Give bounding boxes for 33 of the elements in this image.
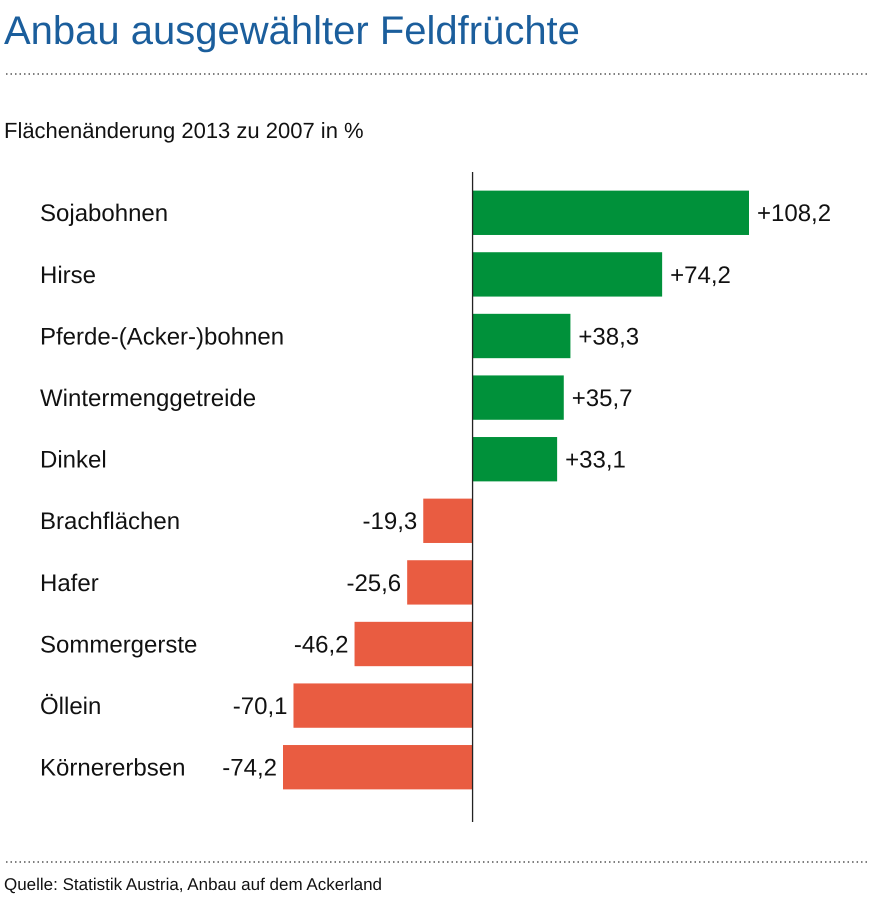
- y-tick-label: Sojabohnen: [40, 200, 168, 228]
- data-label: -70,1: [232, 693, 288, 720]
- chart-subtitle: Flächenänderung 2013 zu 2007 in %: [4, 118, 364, 143]
- bar: [472, 314, 570, 358]
- bar: [472, 437, 558, 482]
- chart-title: Anbau ausgewählter Feldfrüchte: [4, 9, 580, 53]
- y-tick-label: Dinkel: [40, 446, 107, 474]
- data-label: +74,2: [670, 262, 731, 289]
- bar: [354, 622, 473, 666]
- data-label: -19,3: [362, 508, 418, 536]
- y-tick-label: Hafer: [40, 570, 99, 597]
- bar: [423, 498, 473, 543]
- data-label: -25,6: [346, 570, 402, 597]
- bar: [283, 745, 473, 790]
- data-label: -46,2: [294, 631, 349, 658]
- bar: [407, 560, 473, 605]
- source-note: Quelle: Statistik Austria, Anbau auf dem Ackerland: [4, 875, 382, 894]
- y-tick-label: Öllein: [40, 693, 102, 720]
- data-label: +38,3: [578, 323, 640, 350]
- y-tick-label: Hirse: [40, 262, 96, 289]
- data-label: +35,7: [572, 385, 633, 412]
- bar: [472, 190, 749, 235]
- y-tick-label: Pferde-(Acker-)bohnen: [40, 323, 284, 350]
- y-tick-label: Wintermenggetreide: [40, 385, 256, 412]
- y-tick-label: Körnererbsen: [40, 754, 186, 782]
- data-label: +33,1: [565, 446, 626, 474]
- data-label: -74,2: [222, 754, 277, 782]
- y-tick-label: Sommergerste: [40, 631, 198, 658]
- bar: [472, 375, 564, 420]
- bar: [472, 252, 662, 297]
- y-tick-label: Brachflächen: [40, 508, 180, 536]
- bar: [293, 683, 473, 728]
- data-label: +108,2: [757, 200, 832, 228]
